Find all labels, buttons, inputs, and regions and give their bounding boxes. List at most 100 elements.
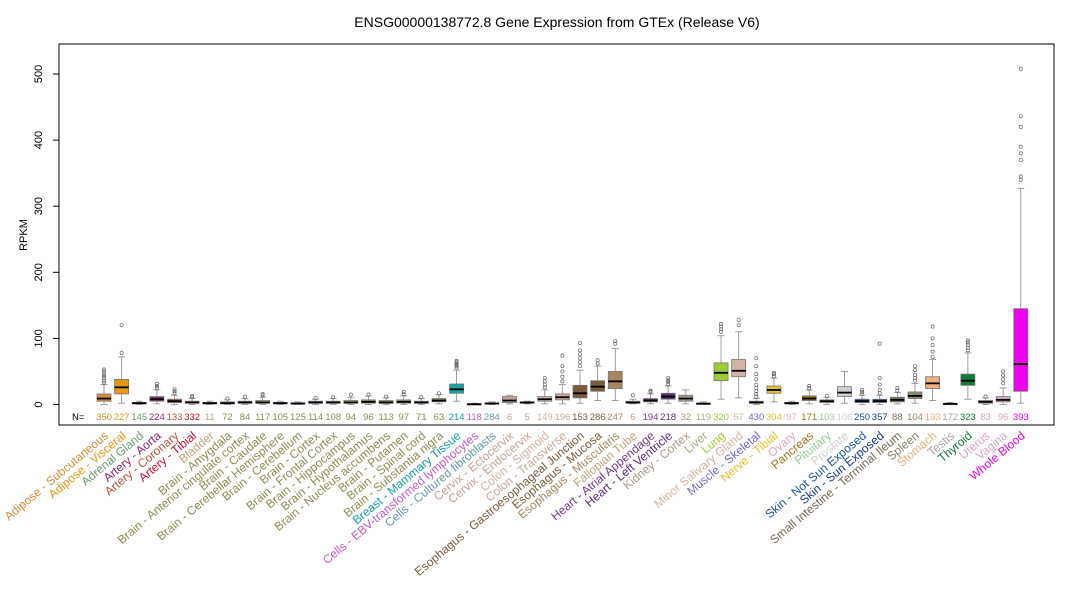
sample-count: 96: [998, 412, 1009, 423]
sample-count: 83: [980, 412, 991, 423]
outlier-point: [331, 395, 336, 400]
outlier-point: [454, 361, 459, 366]
sample-count: 284: [484, 412, 500, 423]
outlier-point: [666, 376, 671, 381]
outlier-point: [965, 338, 970, 343]
outlier-point: [1001, 373, 1006, 378]
outlier-point: [1018, 151, 1023, 156]
outlier-point: [154, 384, 159, 388]
outlier-point: [454, 358, 459, 363]
sample-count: 11: [205, 412, 215, 423]
sample-count: 63: [434, 412, 445, 423]
outlier-point: [578, 352, 582, 357]
box-45: [889, 386, 905, 405]
sample-count: 96: [363, 412, 374, 423]
sample-count: 97: [786, 412, 797, 423]
outlier-point: [930, 336, 935, 341]
outlier-point: [560, 374, 565, 379]
chart-title: ENSG00000138772.8 Gene Expression from G…: [354, 14, 759, 30]
outlier-point: [154, 386, 159, 390]
sample-count: 224: [149, 412, 165, 423]
outlier-point: [754, 394, 759, 399]
sample-count: 149: [537, 412, 553, 423]
outlier-point: [824, 393, 829, 398]
outlier-point: [348, 392, 353, 397]
sample-count: 72: [222, 412, 233, 423]
box-1: [114, 323, 130, 404]
outlier-point: [666, 378, 671, 382]
outlier-point: [666, 380, 671, 384]
sample-count: 153: [572, 412, 588, 423]
outlier-point: [1018, 124, 1023, 129]
box-48: [942, 402, 958, 406]
sample-count: 71: [416, 412, 427, 423]
outlier-point: [578, 364, 582, 369]
outlier-point: [542, 385, 547, 390]
sample-count: 5: [524, 412, 529, 423]
box-18: [413, 395, 429, 405]
outlier-point: [719, 321, 724, 326]
y-tick-label: 0: [33, 401, 45, 407]
sample-count: 84: [240, 412, 251, 423]
sample-count: 247: [607, 412, 623, 423]
box-41: [819, 393, 835, 405]
outlier-point: [895, 386, 900, 390]
box-10: [272, 400, 288, 405]
box-42: [837, 371, 852, 404]
outlier-point: [1018, 157, 1023, 162]
sample-count: 320: [713, 412, 729, 423]
outlier-point: [225, 396, 230, 401]
outlier-point: [930, 343, 935, 347]
outlier-point: [1018, 114, 1023, 119]
y-tick-label: 400: [33, 131, 45, 149]
sample-count: 113: [379, 412, 394, 423]
sample-count: 6: [507, 412, 512, 423]
box-34: [696, 401, 711, 405]
box-25: [537, 376, 553, 405]
outlier-point: [719, 329, 724, 334]
outlier-point: [754, 372, 759, 377]
box-iqr: [1013, 308, 1029, 392]
y-axis: 0 100 200 300 400 500: [33, 65, 60, 408]
outlier-point: [1018, 174, 1023, 179]
outlier-point: [102, 378, 106, 383]
sample-count: 57: [733, 412, 744, 423]
sample-count: 193: [925, 412, 941, 423]
outlier-point: [630, 393, 635, 398]
box-series: [96, 66, 1029, 406]
outlier-point: [877, 376, 882, 381]
outlier-point: [754, 356, 759, 361]
box-21: [466, 402, 482, 406]
box-iqr: [960, 373, 976, 386]
sample-count: 323: [960, 412, 976, 423]
outlier-point: [877, 341, 882, 346]
outlier-point: [1018, 144, 1023, 149]
box-31: [643, 388, 658, 405]
box-5: [184, 393, 200, 405]
outlier-point: [454, 364, 459, 369]
box-30: [625, 393, 641, 405]
box-47: [925, 324, 941, 401]
outlier-point: [930, 349, 935, 354]
sample-count: 119: [696, 412, 711, 423]
outlier-point: [807, 386, 812, 390]
outlier-point: [102, 369, 106, 374]
outlier-point: [172, 389, 177, 394]
sample-count: 357: [872, 412, 888, 423]
box-2: [131, 400, 147, 405]
outlier-point: [930, 354, 935, 359]
sample-count: 117: [255, 412, 270, 423]
outlier-point: [648, 388, 653, 393]
outlier-point: [560, 369, 565, 374]
outlier-point: [454, 365, 459, 370]
box-12: [308, 395, 323, 405]
outlier-point: [877, 391, 882, 396]
outlier-point: [736, 323, 741, 328]
box-52: [1013, 66, 1029, 404]
outlier-point: [578, 356, 582, 361]
sample-count: 227: [114, 412, 130, 423]
sample-count: 145: [131, 412, 147, 423]
sample-count: 133: [167, 412, 183, 423]
y-tick-label: 500: [33, 65, 45, 83]
